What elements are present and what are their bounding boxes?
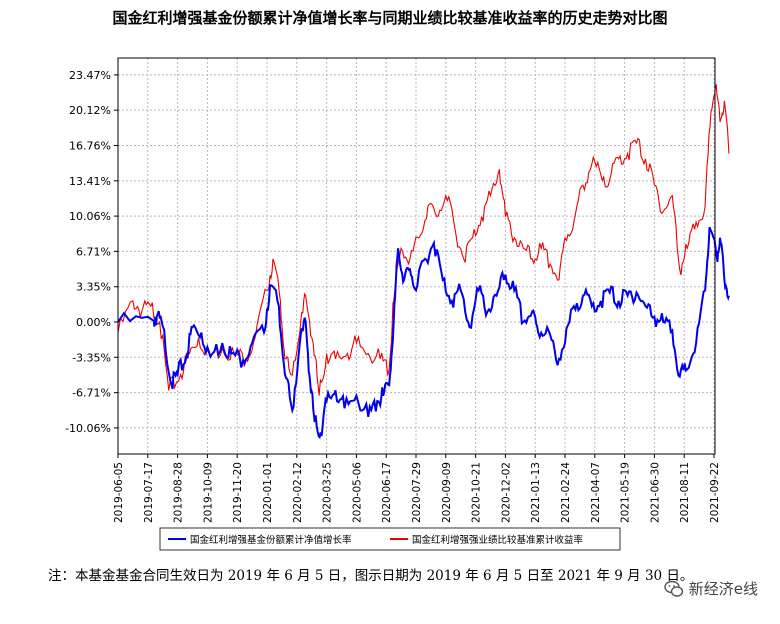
y-tick-labels: 23.47% 20.12% 16.76% 13.41% 10.06% 6.71% 3.35%…: [65, 69, 111, 435]
y-tick-label: 20.12%: [69, 104, 111, 117]
y-tick-label: -6.71%: [72, 387, 111, 400]
x-tick-label: 2021-09-22: [709, 462, 721, 523]
x-tick-label: 2021-01-13: [530, 462, 542, 523]
y-tick-label: -10.06%: [65, 422, 111, 435]
series-line-1: [117, 84, 730, 396]
x-tick-label: 2021-06-30: [649, 462, 661, 523]
x-tick-label: 2020-06-17: [381, 462, 393, 523]
x-tick-label: 2020-01-01: [262, 462, 274, 523]
y-tick-label: 0.00%: [76, 316, 111, 329]
x-tick-label: 2019-06-05: [113, 462, 125, 523]
x-tick-label: 2020-10-21: [471, 462, 483, 523]
x-tick-label: 2020-02-12: [292, 462, 304, 523]
x-tick-label: 2021-05-19: [620, 462, 632, 523]
y-tick-label: 23.47%: [69, 69, 111, 82]
wechat-icon: [664, 580, 683, 597]
x-tick-label: 2020-09-09: [441, 462, 453, 523]
chart-title: 国金红利增强基金份额累计净值增长率与同期业绩比较基准收益率的历史走势对比图: [112, 9, 668, 27]
x-tick-label: 2020-07-29: [411, 462, 423, 523]
x-tick-label: 2020-12-02: [500, 462, 512, 523]
y-tick-label: 3.35%: [76, 281, 111, 294]
watermark: 新经济e线: [664, 578, 758, 599]
x-tick-label: 2021-04-07: [590, 462, 602, 523]
watermark-text: 新经济e线: [688, 580, 758, 598]
legend-label: 国金红利增强基金份额累计净值增长率: [190, 534, 352, 546]
y-tick-label: -3.35%: [72, 351, 111, 364]
x-tick-labels: 2019-06-05 2019-07-17 2019-08-28 2019-10-09…: [113, 462, 721, 523]
line-chart: 23.47% 20.12% 16.76% 13.41% 10.06% 6.71% 3.35%…: [65, 57, 730, 551]
legend: 国金红利增强基金份额累计净值增长率 国金红利增强强业绩比较基准累计收益率: [159, 527, 621, 551]
plot-frame: [117, 57, 716, 455]
y-tick-label: 10.06%: [69, 210, 111, 223]
y-tick-label: 16.76%: [69, 140, 111, 153]
x-tick-label: 2020-03-25: [322, 462, 334, 523]
x-tick-label: 2020-05-06: [351, 462, 363, 523]
legend-label: 国金红利增强强业绩比较基准累计收益率: [412, 534, 584, 546]
series-layer: [117, 84, 730, 440]
x-tick-label: 2021-02-24: [560, 462, 572, 523]
x-tick-label: 2019-11-20: [232, 462, 244, 523]
grid-layer: [114, 58, 715, 458]
x-tick-label: 2019-10-09: [202, 462, 214, 523]
x-tick-label: 2021-08-11: [679, 462, 691, 523]
chart-footnote: 注：本基金基金合同生效日为 2019 年 6 月 5 日，图示日期为 2019 …: [48, 568, 694, 584]
x-tick-label: 2019-08-28: [173, 462, 185, 523]
x-tick-label: 2019-07-17: [143, 462, 155, 523]
series-line-0: [117, 226, 730, 440]
y-tick-label: 6.71%: [76, 245, 111, 258]
y-tick-label: 13.41%: [69, 175, 111, 188]
